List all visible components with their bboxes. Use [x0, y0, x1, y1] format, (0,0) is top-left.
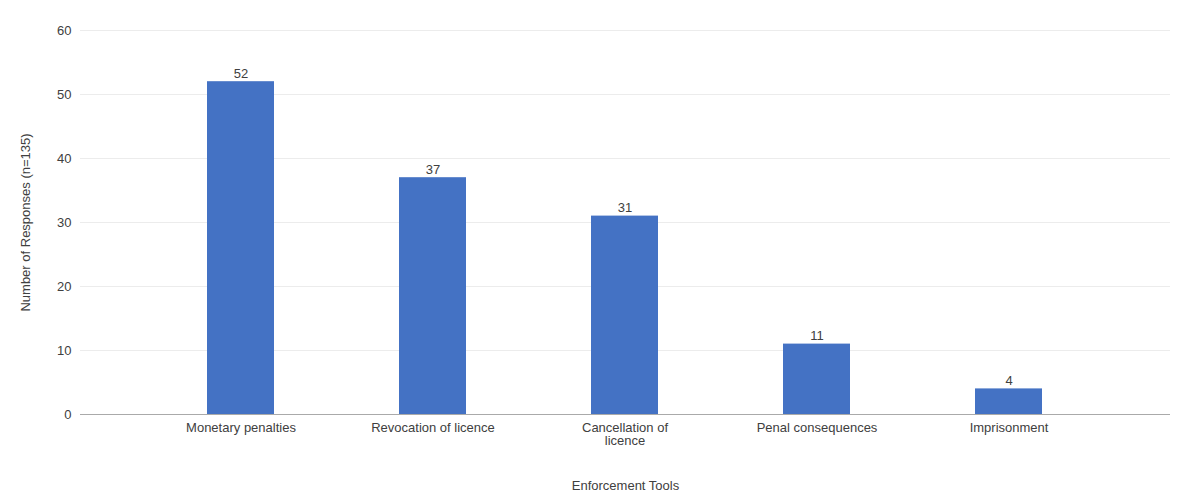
svg-text:60: 60 [57, 23, 71, 38]
svg-text:52: 52 [234, 66, 248, 81]
svg-text:11: 11 [810, 328, 824, 343]
svg-text:0: 0 [64, 407, 71, 422]
svg-text:31: 31 [618, 200, 632, 215]
svg-text:Enforcement Tools: Enforcement Tools [572, 478, 680, 493]
svg-text:40: 40 [57, 151, 71, 166]
svg-text:Monetary penalties: Monetary penalties [186, 420, 296, 435]
svg-text:Imprisonment: Imprisonment [970, 420, 1049, 435]
svg-text:Number of Responses (n=135): Number of Responses (n=135) [18, 133, 33, 311]
svg-text:50: 50 [57, 87, 71, 102]
svg-text:Penal consequences: Penal consequences [757, 420, 878, 435]
svg-text:Cancellation oflicence: Cancellation oflicence [582, 420, 668, 448]
svg-text:4: 4 [1005, 373, 1012, 388]
svg-text:30: 30 [57, 215, 71, 230]
svg-text:Revocation of licence: Revocation of licence [371, 420, 495, 435]
svg-text:10: 10 [57, 343, 71, 358]
svg-text:37: 37 [426, 162, 440, 177]
svg-text:20: 20 [57, 279, 71, 294]
